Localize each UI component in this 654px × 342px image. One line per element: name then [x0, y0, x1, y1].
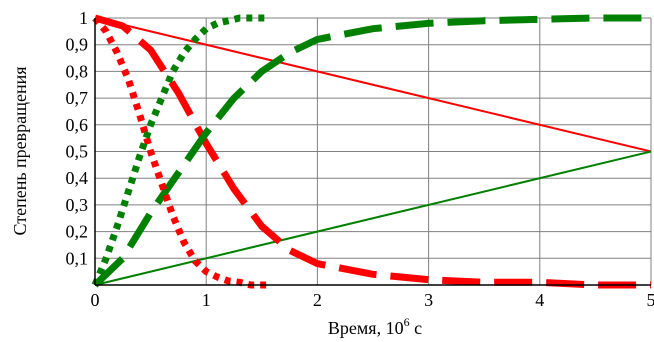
x-tick-label: 0 [91, 290, 100, 310]
tick-labels: 0 1 2 3 4 5 0,1 0,2 0,3 0,4 0,5 0,6 0,7 0,8 0,9 1 [66, 8, 654, 310]
series-line-green-solid [94, 150, 652, 286]
x-tick-label: 4 [535, 290, 544, 310]
y-tick-label: 0,4 [66, 168, 89, 188]
x-tick-label: 1 [202, 290, 211, 310]
y-tick-label: 0,8 [66, 61, 89, 81]
series-line-green-dashed [92, 14, 651, 288]
y-tick-label: 0,3 [66, 195, 89, 215]
y-tick-label: 1 [79, 8, 88, 28]
y-tick-label: 0,9 [66, 35, 89, 55]
series-line-green-dotted [91, 14, 268, 287]
y-tick-label: 0,1 [66, 248, 89, 268]
x-tick-label: 5 [647, 290, 654, 310]
x-tick-label: 2 [313, 290, 322, 310]
y-tick-label: 0,5 [66, 142, 89, 162]
series-line-red-dashed [94, 14, 651, 289]
series-line-red-dotted [92, 15, 268, 289]
x-tick-label: 3 [424, 290, 433, 310]
y-tick-label: 0,6 [66, 115, 89, 135]
y-axis-label: Степень превращения [10, 66, 30, 235]
axes [94, 18, 651, 286]
series-line-red-solid [94, 17, 652, 153]
y-tick-label: 0,2 [66, 222, 89, 242]
x-axis-label: Время, 106 с [328, 315, 422, 338]
series-group [91, 14, 652, 289]
y-tick-label: 0,7 [66, 88, 89, 108]
